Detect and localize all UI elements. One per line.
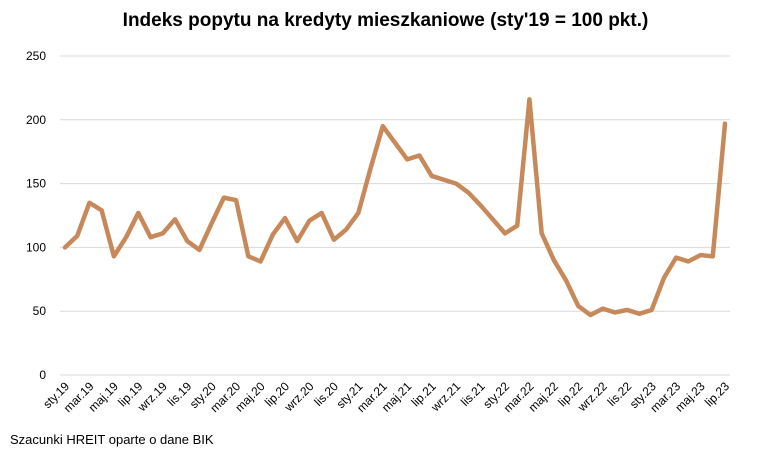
y-axis-tick-labels: 0 50 100 150 200 250 <box>26 49 46 382</box>
chart-title: Indeks popytu na kredyty mieszkaniowe (s… <box>122 10 649 31</box>
y-tick-label: 0 <box>39 368 46 382</box>
y-tick-label: 100 <box>26 240 46 254</box>
grid-lines <box>60 55 730 376</box>
source-note: Szacunki HREIT oparte o dane BIK <box>10 432 214 447</box>
y-tick-label: 50 <box>33 304 47 318</box>
y-tick-label: 150 <box>26 177 46 191</box>
y-tick-label: 200 <box>26 113 46 127</box>
series-layer <box>62 97 728 318</box>
y-tick-label: 250 <box>26 49 46 63</box>
x-axis-tick-labels: sty.19mar.19maj.19lip.19wrz.19lis.19sty.… <box>40 379 732 415</box>
series-line-0 <box>62 97 728 318</box>
x-tick-label: lip.23 <box>702 379 732 409</box>
